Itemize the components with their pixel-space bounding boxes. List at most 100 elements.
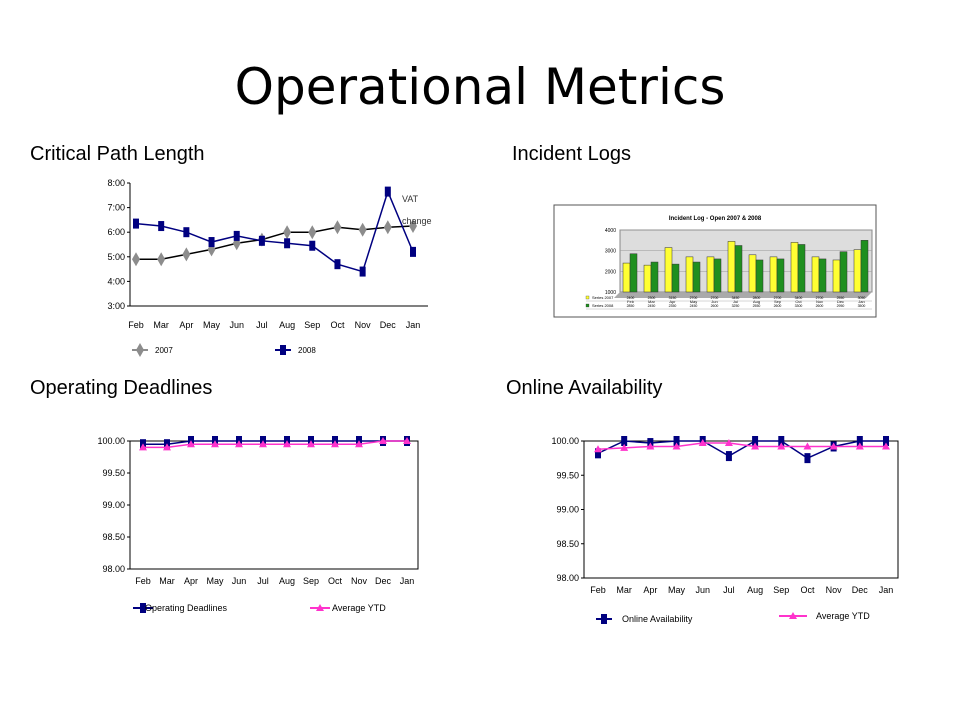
y-tick-label: 6:00 <box>107 227 125 237</box>
x-tick-label: Mar <box>153 320 169 330</box>
table-cell: 2800 <box>753 296 761 300</box>
bar <box>671 263 680 293</box>
x-tick-label: Sep <box>774 299 782 304</box>
data-point <box>259 440 267 448</box>
table-cell: 3400 <box>795 296 803 300</box>
data-point <box>777 442 786 450</box>
legend-marker <box>140 603 146 613</box>
x-tick-label: Jun <box>229 320 244 330</box>
x-tick-label: Jul <box>256 320 268 330</box>
x-tick-label: Aug <box>747 585 763 595</box>
x-tick-label: Jul <box>723 585 735 595</box>
x-tick-label: Jul <box>257 576 269 586</box>
data-point <box>751 442 760 450</box>
table-cell: 2700 <box>816 296 824 300</box>
legend-label: Series 2007 <box>592 295 614 300</box>
data-point <box>698 439 707 447</box>
data-point <box>132 252 140 267</box>
bar <box>818 258 827 293</box>
legend-label: Online Availability <box>622 614 693 624</box>
x-tick-label: Jun <box>695 585 710 595</box>
table-cell: 3500 <box>858 304 866 308</box>
data-point <box>163 443 171 451</box>
y-tick-label: 99.00 <box>556 505 579 515</box>
x-tick-label: Jun <box>711 299 717 304</box>
bar <box>832 259 841 293</box>
subtitle-operating-deadlines: Operating Deadlines <box>30 377 213 399</box>
data-point <box>883 436 889 446</box>
x-tick-label: Oct <box>795 299 802 304</box>
chart-title: Incident Log - Open 2007 & 2008 <box>669 216 762 222</box>
data-point <box>333 220 342 235</box>
series-line <box>143 440 407 449</box>
table-cell: 2600 <box>774 304 782 308</box>
x-tick-label: Apr <box>184 576 198 586</box>
data-point <box>409 219 417 234</box>
x-tick-label: May <box>690 299 698 304</box>
data-point <box>804 453 811 464</box>
x-tick-label: Dec <box>852 585 869 595</box>
legend-marker <box>280 345 286 355</box>
legend-marker <box>316 604 324 611</box>
x-tick-label: Oct <box>330 320 345 330</box>
plot-area <box>619 229 873 293</box>
data-point <box>646 442 655 450</box>
page-title: Operational Metrics <box>234 58 726 116</box>
legend-marker <box>136 343 144 357</box>
x-tick-label: May <box>668 585 686 595</box>
x-tick-label: Aug <box>279 576 295 586</box>
y-tick-label: 1000 <box>605 290 616 296</box>
legend-swatch <box>585 303 590 308</box>
data-point <box>307 440 315 448</box>
table-cell: 3050 <box>858 296 866 300</box>
x-tick-label: Jan <box>858 299 864 304</box>
table-cell: 2350 <box>669 304 677 308</box>
bar <box>685 256 694 293</box>
chart-incident-logs: Incident Log - Open 2007 & 2008 1000 2000 3… <box>553 204 877 318</box>
y-tick-label: 98.50 <box>102 532 125 542</box>
bar <box>860 240 869 293</box>
x-tick-label: Jan <box>406 320 421 330</box>
plot-frame <box>583 440 899 579</box>
annotation-text: change <box>402 216 432 226</box>
data-point <box>621 436 628 446</box>
y-tick-label: 98.00 <box>102 564 125 574</box>
data-point <box>620 443 629 451</box>
legend-label: Operating Deadlines <box>145 603 228 613</box>
table-cell: 2600 <box>711 304 719 308</box>
legend-swatch <box>585 295 590 300</box>
data-point <box>187 440 195 448</box>
bar <box>629 253 638 293</box>
data-point <box>139 443 147 451</box>
x-tick-label: Feb <box>627 299 635 304</box>
series-line <box>597 440 886 459</box>
chart-online_availability: 98.00 98.50 99.00 99.50 100.00 Feb Mar Apr May Ju… <box>551 436 899 624</box>
table-cell: 2850 <box>627 304 635 308</box>
bar <box>650 261 659 293</box>
data-point <box>752 436 759 446</box>
table-cell: 2700 <box>711 296 719 300</box>
series-line <box>597 442 886 450</box>
x-tick-label: Oct <box>328 576 343 586</box>
subtitle-critical-path: Critical Path Length <box>30 143 205 165</box>
y-tick-label: 8:00 <box>107 178 125 188</box>
table-cell: 3250 <box>732 304 740 308</box>
data-point <box>803 442 812 450</box>
x-tick-label: Dec <box>375 576 392 586</box>
data-point <box>855 442 864 450</box>
y-tick-label: 99.50 <box>102 468 125 478</box>
y-tick-label: 98.50 <box>556 539 579 549</box>
x-tick-label: Jul <box>733 299 738 304</box>
table-cell: 2450 <box>690 304 698 308</box>
legend-label: Series 2008 <box>592 303 614 308</box>
y-tick-label: 100.00 <box>97 436 125 446</box>
data-point <box>383 220 392 235</box>
y-tick-label: 99.00 <box>102 500 125 510</box>
x-tick-label: Feb <box>135 576 151 586</box>
legend-label: 2008 <box>298 346 316 355</box>
data-point <box>379 437 387 444</box>
x-tick-label: Nov <box>826 585 843 595</box>
plot-frame <box>129 440 419 570</box>
series-line <box>135 189 414 273</box>
